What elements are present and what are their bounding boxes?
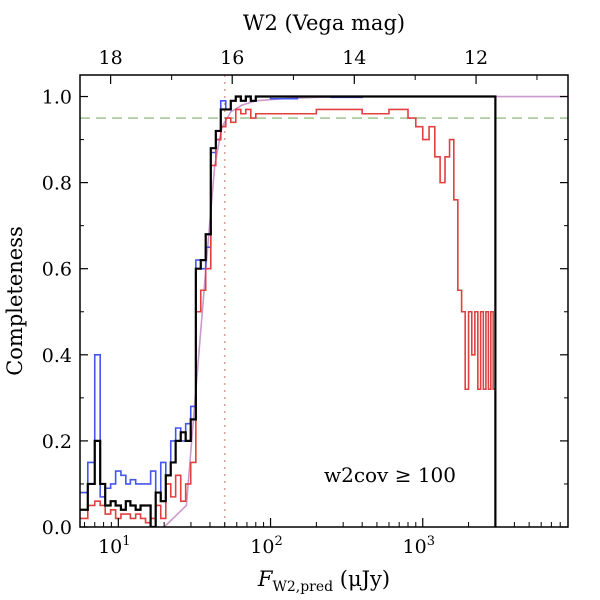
y-tick-label: 0.0 [42,517,72,539]
y-tick-label: 0.8 [42,173,72,195]
x-tick-label: 103 [403,534,435,558]
y-tick-label: 0.2 [42,431,72,453]
x-tick-label: 102 [250,534,282,558]
x-axis-title-main: F [257,567,274,591]
y-tick-label: 1.0 [42,87,72,109]
x-tick-label-exponent: 3 [427,534,435,549]
series-line [80,95,496,498]
y-tick-label: 0.6 [42,259,72,281]
x-tick-label-exponent: 2 [274,534,282,549]
top-tick-label: 14 [342,47,366,69]
reference-lines [80,75,568,527]
plot-frame [79,74,569,528]
y-tick-label: 0.4 [42,345,72,367]
top-tick-label: 16 [220,47,244,69]
x-tick-label: 101 [98,534,130,558]
x-axis-title: FW2,pred (μJy) [257,567,390,595]
x-axis-title-sub: W2,pred [272,579,333,595]
x-tick-label-exponent: 1 [122,534,130,549]
annotation-w2cov: w2cov ≥ 100 [324,463,456,487]
y-axis-title: Completeness [3,226,27,376]
top-axis-title: W2 (Vega mag) [243,11,405,35]
top-tick-label: 12 [464,47,488,69]
x-tick-label-base: 10 [250,536,274,558]
series-line [80,95,497,527]
x-axis-title-unit: (μJy) [333,567,390,591]
tick-marks [80,75,569,528]
series-layer [80,95,568,527]
top-tick-label: 18 [99,47,123,69]
x-tick-label-base: 10 [98,536,122,558]
series-line [80,108,496,524]
x-tick-label-base: 10 [403,536,427,558]
